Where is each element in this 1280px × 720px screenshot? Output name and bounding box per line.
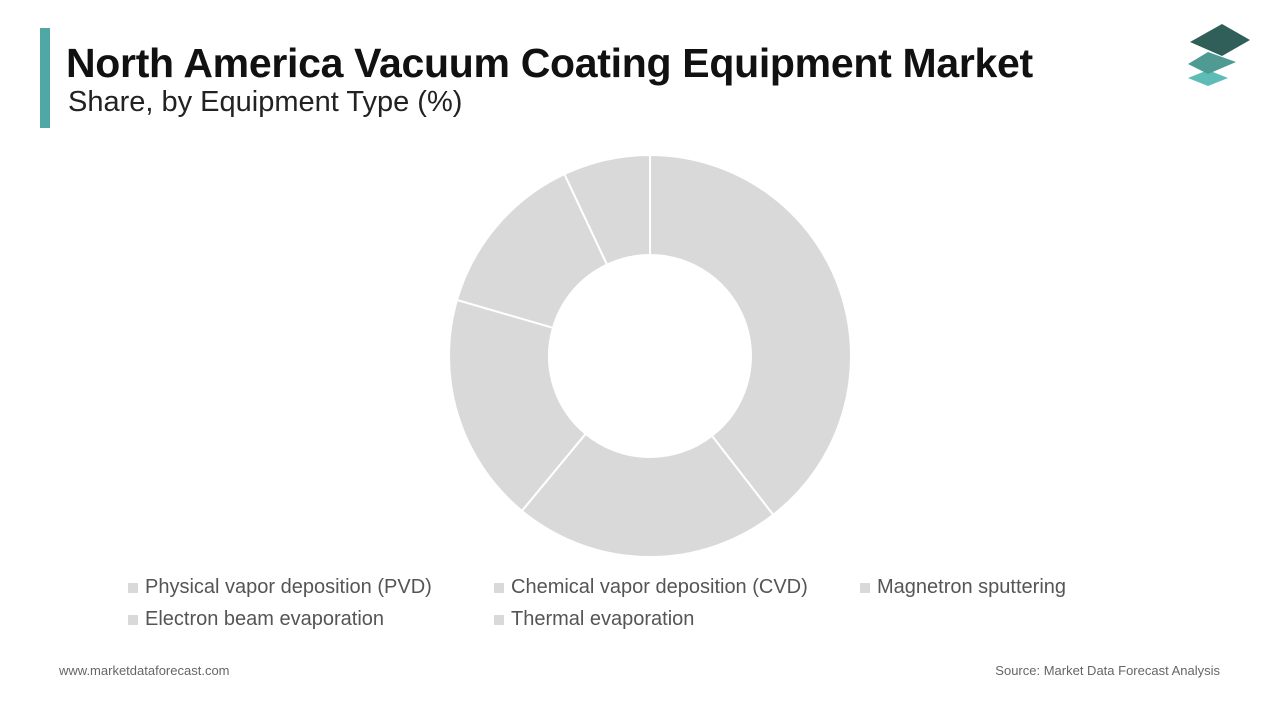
legend-item: Thermal evaporation — [494, 608, 694, 631]
logo-layer-top — [1190, 24, 1250, 56]
website-url: www.marketdataforecast.com — [59, 663, 230, 678]
donut-slice-5 — [563, 153, 651, 266]
legend-item: Chemical vapor deposition (CVD) — [494, 576, 808, 599]
legend-item: Magnetron sputtering — [860, 576, 1066, 599]
donut-slice-2 — [520, 432, 775, 558]
legend-item: Electron beam evaporation — [128, 608, 384, 631]
chart-subtitle: Share, by Equipment Type (%) — [68, 86, 463, 118]
source-note: Source: Market Data Forecast Analysis — [995, 663, 1220, 678]
company-logo-icon — [1188, 24, 1250, 86]
legend-swatch — [494, 614, 504, 625]
legend-label: Chemical vapor deposition (CVD) — [511, 576, 808, 598]
chart-title: North America Vacuum Coating Equipment M… — [66, 40, 1033, 86]
legend-label: Electron beam evaporation — [145, 608, 385, 630]
legend-swatch — [494, 582, 504, 593]
legend-swatch — [128, 614, 138, 625]
legend-item: Physical vapor deposition (PVD) — [128, 576, 432, 599]
logo-layer-middle — [1188, 52, 1236, 74]
title-accent-bar — [40, 28, 50, 128]
donut-slice-3 — [448, 298, 588, 513]
legend-label: Physical vapor deposition (PVD) — [145, 576, 432, 598]
legend-swatch — [128, 582, 138, 593]
legend-label: Magnetron sputtering — [877, 576, 1067, 598]
legend-label: Thermal evaporation — [511, 608, 695, 630]
logo-layer-bottom — [1188, 70, 1228, 86]
legend-swatch — [860, 582, 870, 593]
donut-slice-1 — [649, 153, 852, 517]
